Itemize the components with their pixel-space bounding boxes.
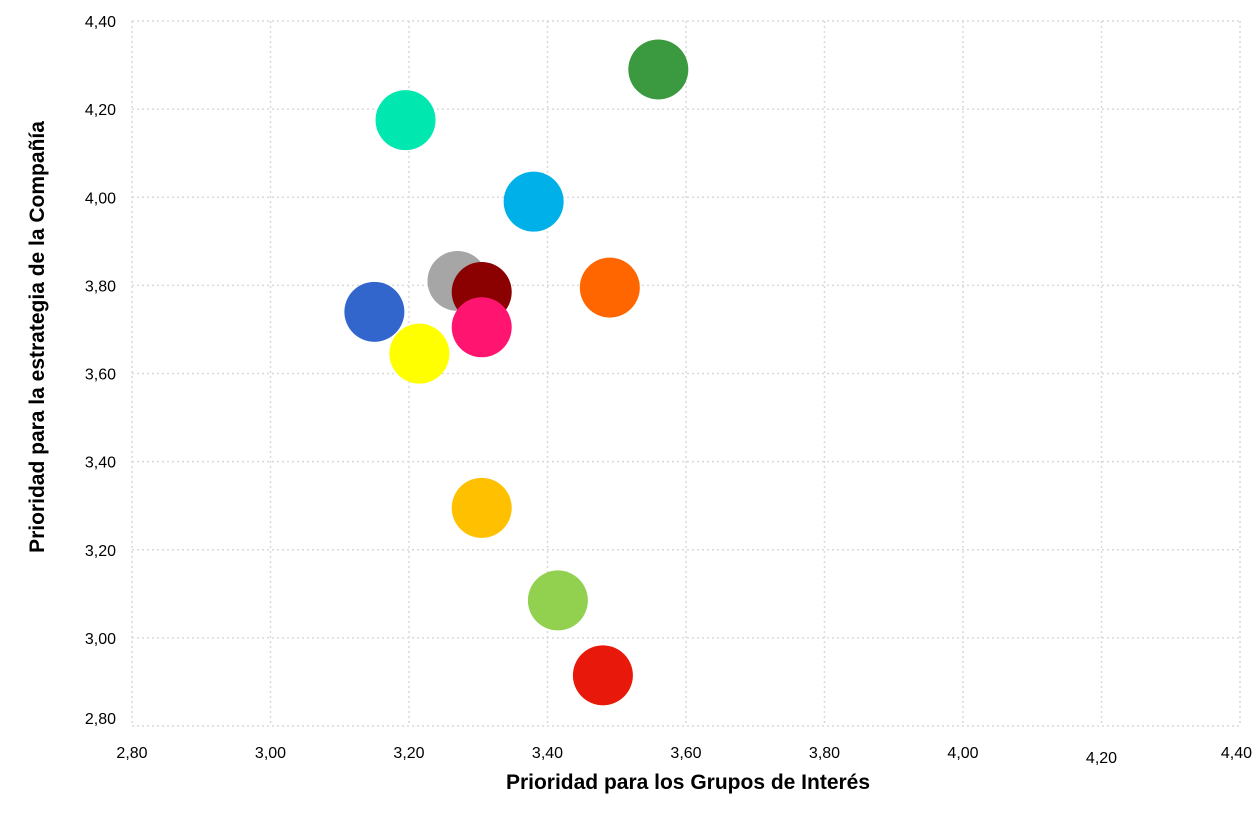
x-tick-label: 3,20 [393,745,424,762]
grid-lines [131,20,1241,727]
data-point-8 [451,297,512,358]
data-point-2 [375,90,436,151]
data-point-1 [628,39,689,100]
y-tick-label: 3,20 [85,543,116,560]
y-tick-label: 3,60 [85,367,116,384]
x-axis-ticks: 2,80 3,00 3,20 3,40 3,60 3,80 4,00 4,20 4,40 [116,745,1252,767]
data-point-10 [451,477,512,538]
x-axis-title: Prioridad para los Grupos de Interés [506,771,870,794]
y-tick-label: 2,80 [85,711,116,728]
x-tick-label: 4,00 [947,745,978,762]
y-tick-label: 3,80 [85,278,116,295]
y-axis-ticks: 2,80 3,00 3,20 3,40 3,60 3,80 4,00 4,20 4,40 [85,14,116,728]
y-axis-title: Prioridad para la estrategia de la Compa… [26,121,49,553]
y-tick-label: 4,20 [85,102,116,119]
x-tick-label: 3,00 [255,745,286,762]
y-tick-label: 4,40 [85,14,116,31]
x-tick-label: 4,40 [1221,745,1252,762]
x-tick-label: 2,80 [116,745,147,762]
y-tick-label: 3,00 [85,631,116,648]
data-point-11 [527,570,588,631]
x-tick-label: 3,80 [809,745,840,762]
data-point-9 [389,323,450,384]
data-point-3 [503,171,564,232]
x-tick-label: 4,20 [1086,750,1117,767]
data-point-7 [344,281,405,342]
data-point-6 [579,257,640,318]
x-tick-label: 3,60 [670,745,701,762]
x-tick-label: 3,40 [532,745,563,762]
y-tick-label: 3,40 [85,455,116,472]
y-tick-label: 4,00 [85,190,116,207]
data-points [344,39,689,706]
data-point-12 [572,645,633,706]
